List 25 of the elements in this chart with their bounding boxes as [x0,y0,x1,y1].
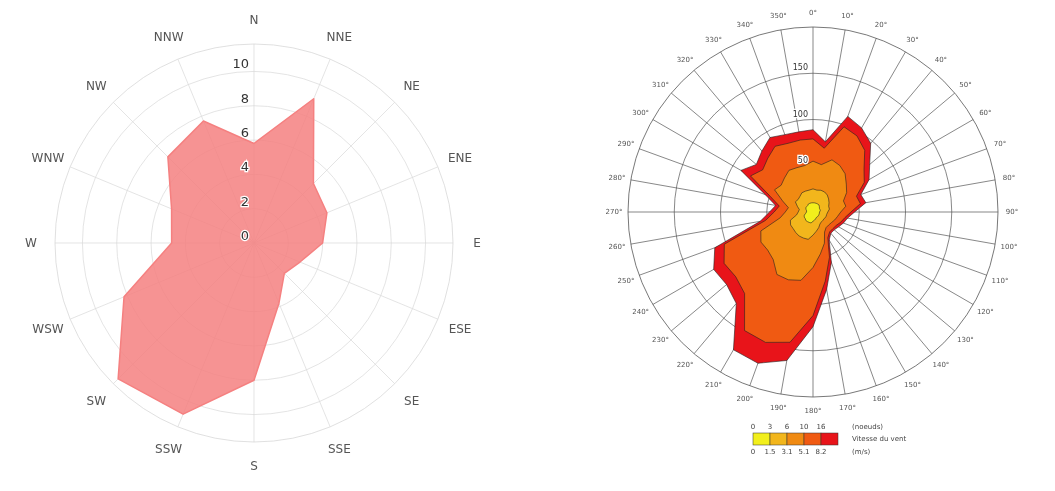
y-tick-label: 8 [240,90,249,106]
spoke-label: WNW [31,150,65,165]
y-tick-label: 50 [797,155,808,165]
spoke-label: SSE [327,442,351,457]
spoke-label: ENE [447,150,473,165]
spoke-label: SE [404,393,420,408]
y-tick-label: 100 [792,109,808,119]
spoke-label: SSW [155,442,183,457]
y-tick-label: 10 [232,56,249,72]
spoke-label: WSW [32,321,64,336]
spoke-label: NNW [153,30,184,45]
y-tick-label: 4 [240,159,249,175]
spoke-label: NNE [326,30,353,45]
spoke-label: S [250,459,258,474]
y-tick-label: 6 [240,125,249,141]
y-tick-label: 150 [792,63,808,73]
spoke-label: N [249,13,259,28]
spoke-label: SW [86,393,107,408]
spoke-label: NW [85,78,107,93]
spoke-label: ESE [448,321,472,336]
y-tick-label: 2 [240,193,249,209]
spoke-label: E [473,236,481,251]
spoke-label: W [25,236,38,251]
spoke-label: NE [403,78,420,93]
y-tick-label: 0 [240,228,249,243]
